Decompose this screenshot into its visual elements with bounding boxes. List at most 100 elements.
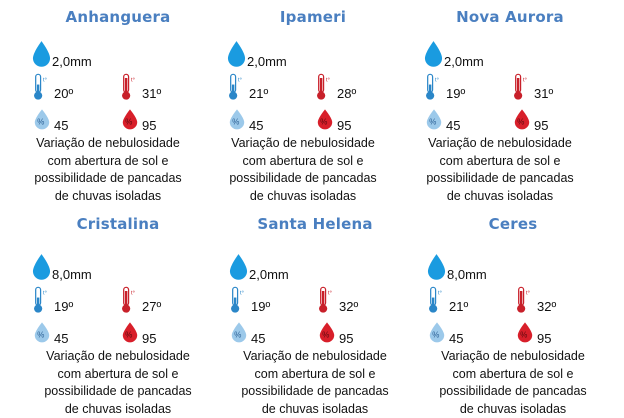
forecast-line: Variação de nebulosidade [18,348,218,366]
thermometer-hot-icon [120,72,138,102]
thermometer-cold-icon [32,72,50,102]
forecast-line: possibilidade de pancadas [400,170,600,188]
forecast-line: Variação de nebulosidade [8,135,208,153]
forecast-line: possibilidade de pancadas [413,383,613,401]
thermometer-cold-icon [427,285,445,315]
city-name: Santa Helena [215,215,415,233]
temp-max: 32º [339,299,358,314]
forecast-line: possibilidade de pancadas [18,383,218,401]
rain-amount: 8,0mm [52,267,92,282]
humidity-high-icon [122,321,138,343]
humidity-high-icon [319,321,335,343]
temp-min: 20º [54,86,73,101]
forecast-line: possibilidade de pancadas [8,170,208,188]
forecast-line: de chuvas isoladas [413,401,613,418]
humidity-low-icon [231,321,247,343]
rain-amount: 2,0mm [249,267,289,282]
forecast-line: com abertura de sol e [18,366,218,384]
forecast-line: com abertura de sol e [413,366,613,384]
forecast-line: de chuvas isoladas [400,188,600,206]
humidity-max: 95 [337,118,351,133]
temp-min: 19º [251,299,270,314]
temp-min: 21º [249,86,268,101]
humidity-max: 95 [537,331,551,346]
temp-min: 19º [446,86,465,101]
thermometer-cold-icon [32,285,50,315]
humidity-low-icon [426,108,442,130]
city-card: Ceres 8,0mm 21º 32º 45 95 Variação de ne… [413,215,613,415]
forecast-line: possibilidade de pancadas [215,383,415,401]
city-name: Ipameri [213,8,413,26]
city-card: Cristalina 8,0mm 19º 27º 45 95 Variação … [18,215,218,415]
temp-max: 31º [534,86,553,101]
forecast-line: Variação de nebulosidade [413,348,613,366]
rain-drop-icon [229,253,248,280]
humidity-low-icon [429,321,445,343]
forecast-line: com abertura de sol e [215,366,415,384]
humidity-low-icon [34,321,50,343]
humidity-low-icon [229,108,245,130]
humidity-max: 95 [142,331,156,346]
rain-drop-icon [32,253,51,280]
humidity-min: 45 [54,331,68,346]
rain-amount: 8,0mm [447,267,487,282]
rain-amount: 2,0mm [444,54,484,69]
humidity-max: 95 [534,118,548,133]
forecast-text: Variação de nebulosidade com abertura de… [400,135,600,205]
humidity-min: 45 [249,118,263,133]
city-name: Anhanguera [18,8,218,26]
thermometer-hot-icon [515,285,533,315]
rain-drop-icon [424,40,443,67]
humidity-max: 95 [339,331,353,346]
forecast-text: Variação de nebulosidade com abertura de… [215,348,415,418]
temp-max: 32º [537,299,556,314]
forecast-line: com abertura de sol e [400,153,600,171]
thermometer-cold-icon [227,72,245,102]
city-card: Nova Aurora 2,0mm 19º 31º 45 95 Variação… [410,8,610,208]
humidity-high-icon [517,321,533,343]
humidity-min: 45 [251,331,265,346]
city-name: Cristalina [18,215,218,233]
forecast-text: Variação de nebulosidade com abertura de… [8,135,208,205]
temp-max: 27º [142,299,161,314]
humidity-min: 45 [446,118,460,133]
rain-drop-icon [227,40,246,67]
forecast-line: de chuvas isoladas [203,188,403,206]
humidity-min: 45 [54,118,68,133]
thermometer-hot-icon [315,72,333,102]
forecast-text: Variação de nebulosidade com abertura de… [18,348,218,418]
temp-max: 28º [337,86,356,101]
forecast-line: de chuvas isoladas [8,188,208,206]
humidity-min: 45 [449,331,463,346]
city-card: Ipameri 2,0mm 21º 28º 45 95 Variação de … [213,8,413,208]
rain-drop-icon [427,253,446,280]
humidity-high-icon [122,108,138,130]
temp-min: 21º [449,299,468,314]
thermometer-hot-icon [317,285,335,315]
forecast-line: com abertura de sol e [203,153,403,171]
humidity-high-icon [514,108,530,130]
forecast-line: Variação de nebulosidade [203,135,403,153]
thermometer-cold-icon [229,285,247,315]
rain-amount: 2,0mm [247,54,287,69]
temp-max: 31º [142,86,161,101]
forecast-text: Variação de nebulosidade com abertura de… [203,135,403,205]
thermometer-hot-icon [120,285,138,315]
rain-drop-icon [32,40,51,67]
temp-min: 19º [54,299,73,314]
forecast-line: Variação de nebulosidade [400,135,600,153]
city-name: Ceres [413,215,613,233]
thermometer-cold-icon [424,72,442,102]
thermometer-hot-icon [512,72,530,102]
forecast-line: de chuvas isoladas [215,401,415,418]
city-card: Santa Helena 2,0mm 19º 32º 45 95 Variaçã… [215,215,415,415]
city-name: Nova Aurora [410,8,610,26]
humidity-max: 95 [142,118,156,133]
humidity-low-icon [34,108,50,130]
forecast-line: Variação de nebulosidade [215,348,415,366]
city-card: Anhanguera 2,0mm 20º 31º 45 95 Variação … [18,8,218,208]
forecast-text: Variação de nebulosidade com abertura de… [413,348,613,418]
forecast-line: de chuvas isoladas [18,401,218,418]
rain-amount: 2,0mm [52,54,92,69]
forecast-line: com abertura de sol e [8,153,208,171]
